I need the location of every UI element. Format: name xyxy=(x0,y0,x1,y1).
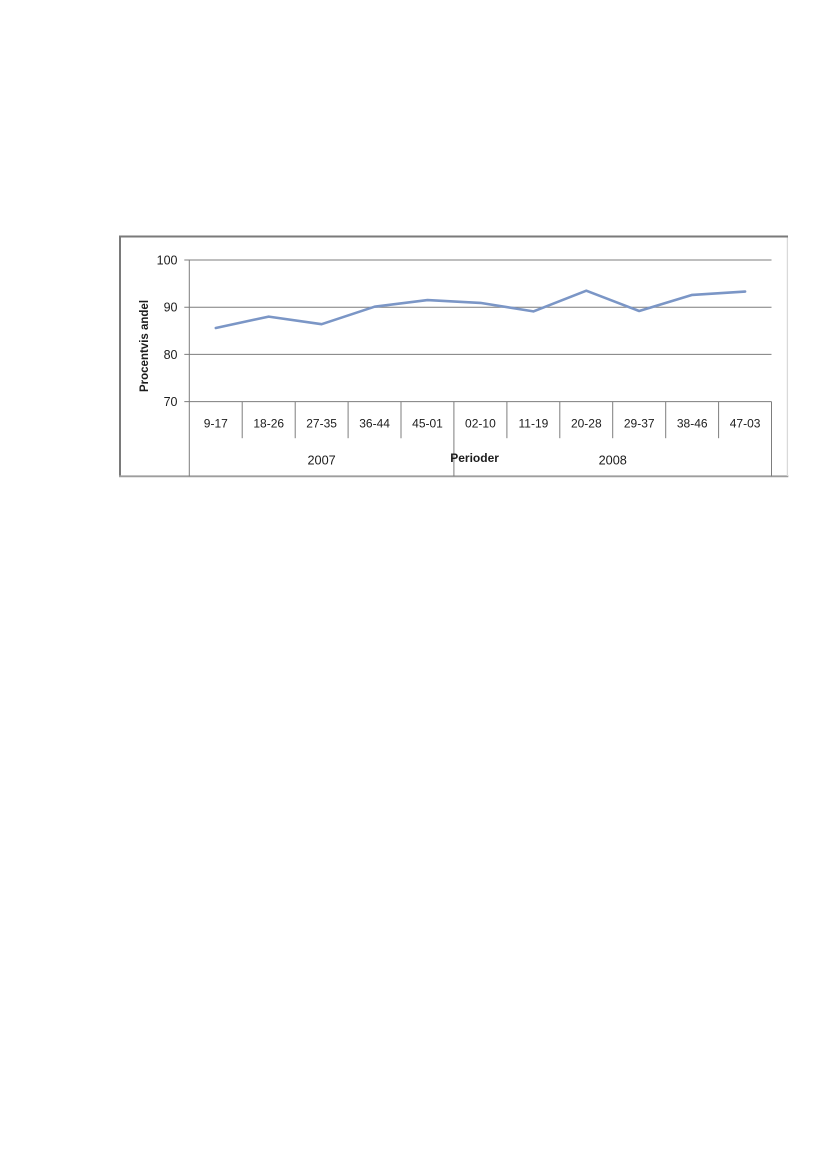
svg-text:100: 100 xyxy=(157,253,178,267)
svg-text:Procentvis andel: Procentvis andel xyxy=(139,300,151,392)
svg-text:9-17: 9-17 xyxy=(204,417,228,431)
svg-text:Perioder: Perioder xyxy=(450,451,499,465)
svg-text:70: 70 xyxy=(164,395,178,409)
svg-text:02-10: 02-10 xyxy=(465,417,496,431)
svg-text:11-19: 11-19 xyxy=(518,417,548,431)
svg-text:90: 90 xyxy=(164,301,178,315)
svg-text:18-26: 18-26 xyxy=(253,417,284,431)
svg-text:2008: 2008 xyxy=(599,454,627,468)
svg-text:38-46: 38-46 xyxy=(677,417,708,431)
svg-text:47-03: 47-03 xyxy=(730,417,761,431)
svg-text:2007: 2007 xyxy=(307,454,335,468)
svg-text:29-37: 29-37 xyxy=(624,417,655,431)
svg-text:20-28: 20-28 xyxy=(571,417,602,431)
svg-text:27-35: 27-35 xyxy=(306,417,337,431)
svg-text:36-44: 36-44 xyxy=(359,417,390,431)
svg-text:45-01: 45-01 xyxy=(412,417,443,431)
svg-text:80: 80 xyxy=(164,348,178,362)
